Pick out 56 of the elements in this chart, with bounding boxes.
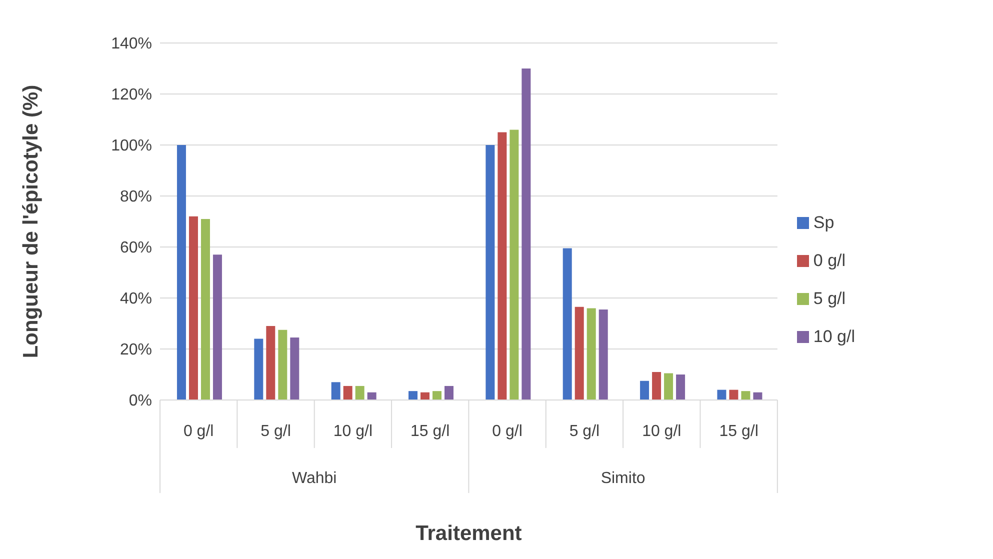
- y-tick-label: 60%: [120, 240, 152, 257]
- x-tick-label: 10 g/l: [642, 423, 682, 440]
- y-tick-label: 40%: [120, 290, 152, 308]
- bar: [664, 373, 674, 400]
- bar: [486, 145, 495, 400]
- legend-label: Sp: [813, 212, 834, 232]
- y-tick-label: 100%: [111, 138, 152, 155]
- bar: [266, 326, 276, 400]
- bar: [254, 338, 264, 400]
- bar: [676, 374, 686, 400]
- y-tick-label: 0%: [128, 392, 152, 410]
- y-axis-title: Longueur de l'épicotyle (%): [19, 84, 42, 358]
- bar: [729, 390, 738, 400]
- bar: [343, 386, 352, 400]
- bar: [574, 306, 584, 400]
- bar: [188, 216, 198, 400]
- bar: [278, 330, 288, 400]
- x-tick-label: 10 g/l: [333, 423, 373, 440]
- text: Wahbi: [292, 470, 337, 487]
- x-tick-label: 0 g/l: [183, 423, 214, 440]
- text: Simito: [600, 470, 646, 487]
- bar: [562, 248, 572, 400]
- bar: [432, 391, 442, 400]
- legend-label: 5 g/l: [813, 288, 846, 308]
- bar: [717, 390, 726, 400]
- bar: [753, 392, 762, 400]
- bar: [598, 309, 608, 400]
- x-tick-label: 5 g/l: [569, 423, 600, 440]
- bar: [290, 338, 300, 400]
- bar: [420, 392, 430, 400]
- x-tick-label: 15 g/l: [719, 423, 758, 440]
- x-tick-label: 5 g/l: [260, 423, 291, 440]
- x-axis-title: Traitement: [416, 522, 522, 545]
- y-tick-label: 120%: [111, 86, 152, 104]
- legend-label: 10 g/l: [813, 326, 855, 346]
- bar: [355, 386, 364, 400]
- bar: [652, 372, 662, 400]
- bar: [212, 254, 222, 400]
- legend-label: 0 g/l: [813, 250, 846, 270]
- bar: [367, 392, 376, 400]
- x-tick-label: 0 g/l: [492, 423, 522, 440]
- x-tick-label: 15 g/l: [410, 423, 450, 440]
- bar: [444, 386, 454, 400]
- y-tick-label: 140%: [111, 36, 152, 53]
- bar: [200, 218, 210, 400]
- bar: [741, 391, 750, 400]
- bar: [408, 391, 418, 400]
- bar: [331, 382, 340, 400]
- bar: [640, 380, 650, 400]
- bar: [176, 145, 186, 400]
- bar: [586, 308, 596, 400]
- y-tick-label: 80%: [120, 188, 152, 206]
- bar: [522, 68, 531, 400]
- bar: [498, 132, 507, 400]
- y-tick-label: 20%: [120, 342, 152, 359]
- bar: [510, 130, 519, 400]
